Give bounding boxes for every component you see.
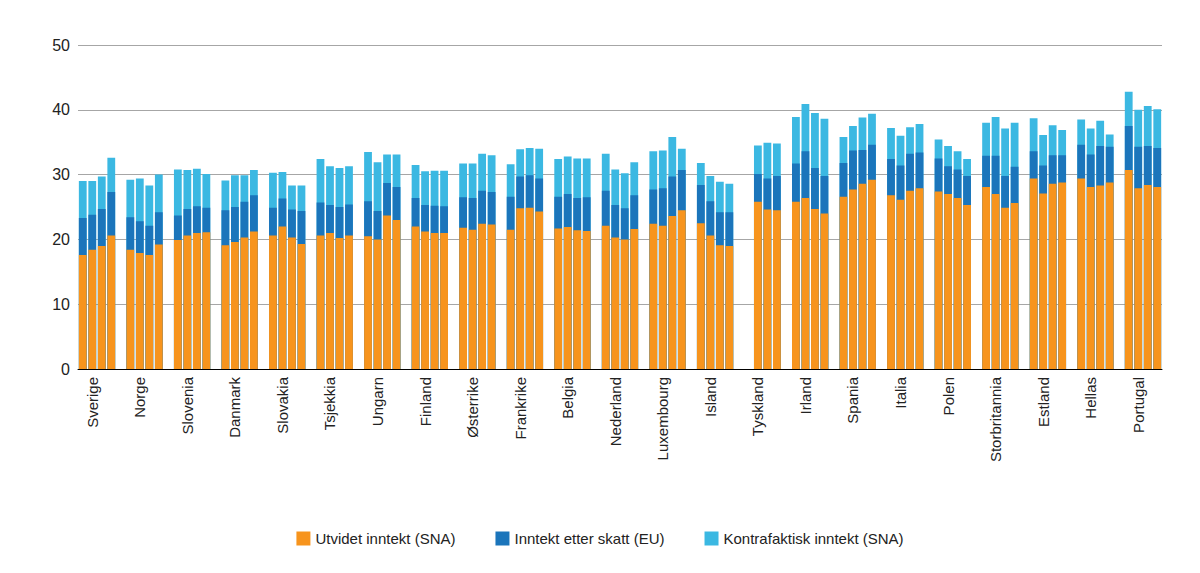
- svg-text:Kontrafaktisk inntekt (SNA): Kontrafaktisk inntekt (SNA): [724, 530, 904, 547]
- svg-text:Island: Island: [702, 377, 719, 417]
- svg-text:Italia: Italia: [892, 376, 909, 408]
- svg-text:Inntekt etter skatt (EU): Inntekt etter skatt (EU): [514, 530, 664, 547]
- svg-text:Portugal: Portugal: [1130, 377, 1147, 433]
- svg-text:20: 20: [52, 231, 70, 248]
- svg-text:Finland: Finland: [417, 377, 434, 426]
- svg-text:Storbritannia: Storbritannia: [987, 376, 1004, 462]
- svg-text:Slovakia: Slovakia: [274, 376, 291, 433]
- svg-text:Polen: Polen: [940, 377, 957, 415]
- svg-text:Norge: Norge: [131, 377, 148, 418]
- svg-text:Hellas: Hellas: [1082, 377, 1099, 419]
- svg-text:Belgia: Belgia: [559, 376, 576, 418]
- svg-text:50: 50: [52, 37, 70, 54]
- svg-text:0: 0: [61, 361, 70, 378]
- svg-text:40: 40: [52, 101, 70, 118]
- svg-text:Frankrike: Frankrike: [512, 377, 529, 440]
- svg-text:Utvidet inntekt (SNA): Utvidet inntekt (SNA): [315, 530, 455, 547]
- svg-text:Spania: Spania: [844, 376, 861, 423]
- svg-text:10: 10: [52, 296, 70, 313]
- svg-text:Danmark: Danmark: [226, 377, 243, 438]
- svg-text:Ungarn: Ungarn: [369, 377, 386, 426]
- svg-text:Luxembourg: Luxembourg: [654, 377, 671, 460]
- svg-text:Sverige: Sverige: [84, 377, 101, 428]
- svg-text:Estland: Estland: [1035, 377, 1052, 427]
- svg-text:30: 30: [52, 166, 70, 183]
- svg-text:Tyskland: Tyskland: [749, 377, 766, 436]
- svg-text:Nederland: Nederland: [607, 377, 624, 446]
- svg-text:Østerrike: Østerrike: [464, 377, 481, 438]
- svg-text:Irland: Irland: [797, 377, 814, 415]
- svg-text:Slovenia: Slovenia: [179, 376, 196, 434]
- svg-text:Tsjekkia: Tsjekkia: [321, 376, 338, 430]
